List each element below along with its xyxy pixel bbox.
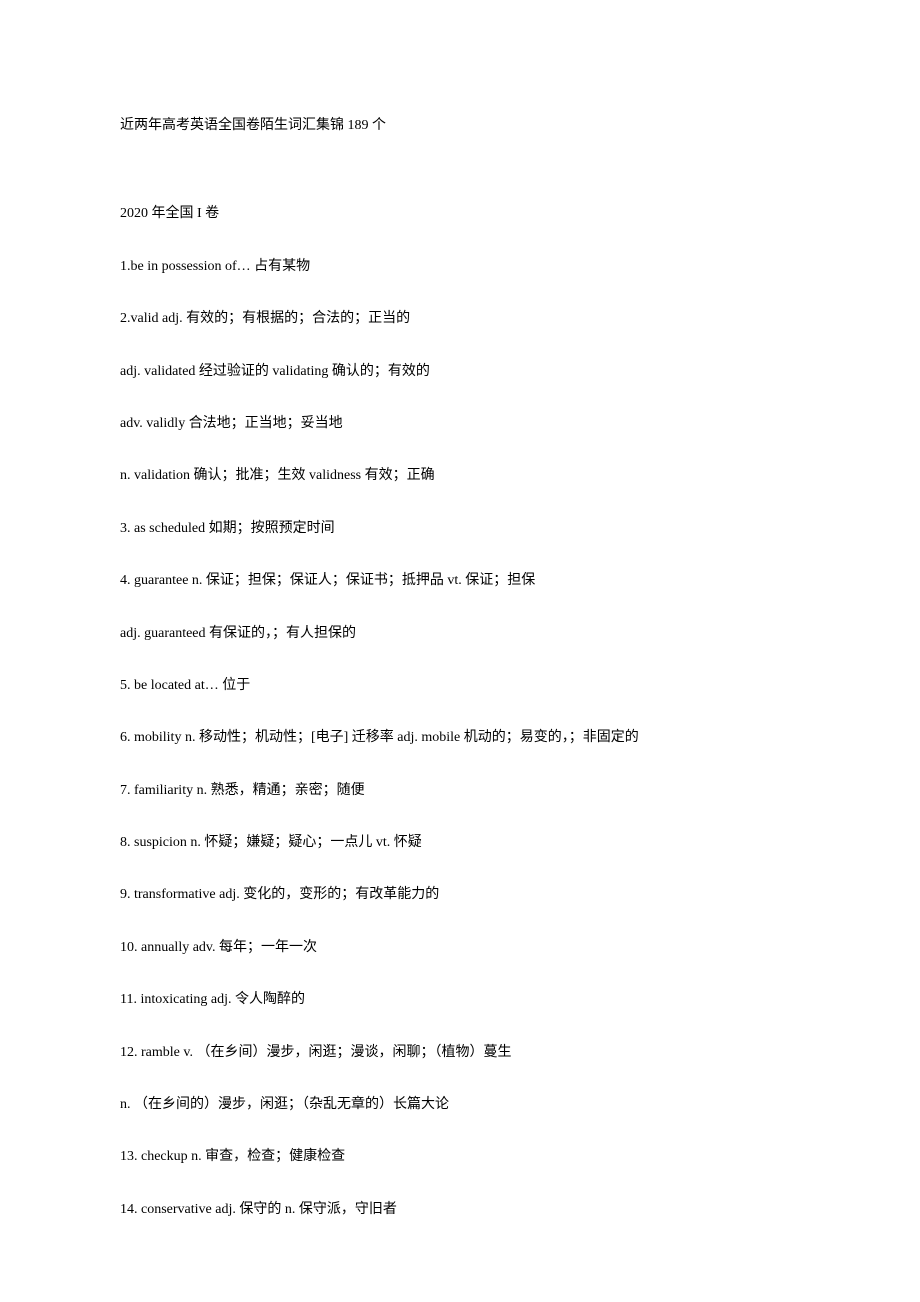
vocab-entry: 3. as scheduled 如期；按照预定时间 (120, 518, 800, 540)
vocab-entry: 7. familiarity n. 熟悉，精通；亲密；随便 (120, 780, 800, 802)
vocab-entry: 12. ramble v. （在乡间）漫步，闲逛；漫谈，闲聊；（植物）蔓生 (120, 1042, 800, 1064)
vocab-entry: 4. guarantee n. 保证；担保；保证人；保证书；抵押品 vt. 保证… (120, 570, 800, 592)
vocab-entry: 8. suspicion n. 怀疑；嫌疑；疑心；一点儿 vt. 怀疑 (120, 832, 800, 854)
vocab-entry: 6. mobility n. 移动性；机动性；[电子] 迁移率 adj. mob… (120, 727, 800, 749)
document-title: 近两年高考英语全国卷陌生词汇集锦 189 个 (120, 115, 800, 137)
vocab-entry: n. validation 确认；批准；生效 validness 有效；正确 (120, 465, 800, 487)
vocab-entry: 11. intoxicating adj. 令人陶醉的 (120, 989, 800, 1011)
vocab-entry: n. （在乡间的）漫步，闲逛；（杂乱无章的）长篇大论 (120, 1094, 800, 1116)
vocab-entry: 14. conservative adj. 保守的 n. 保守派，守旧者 (120, 1199, 800, 1221)
section-heading: 2020 年全国 I 卷 (120, 203, 800, 225)
vocab-entry: 9. transformative adj. 变化的，变形的；有改革能力的 (120, 884, 800, 906)
vocab-entry: 2.valid adj. 有效的；有根据的；合法的；正当的 (120, 308, 800, 330)
vocab-entry: adj. guaranteed 有保证的，；有人担保的 (120, 623, 800, 645)
vocab-entry: 1.be in possession of… 占有某物 (120, 256, 800, 278)
vocab-entry: adj. validated 经过验证的 validating 确认的；有效的 (120, 361, 800, 383)
vocab-entry: 5. be located at… 位于 (120, 675, 800, 697)
vocab-entry: 13. checkup n. 审查，检查；健康检查 (120, 1146, 800, 1168)
vocab-entry: 10. annually adv. 每年；一年一次 (120, 937, 800, 959)
vocab-entry: adv. validly 合法地；正当地；妥当地 (120, 413, 800, 435)
